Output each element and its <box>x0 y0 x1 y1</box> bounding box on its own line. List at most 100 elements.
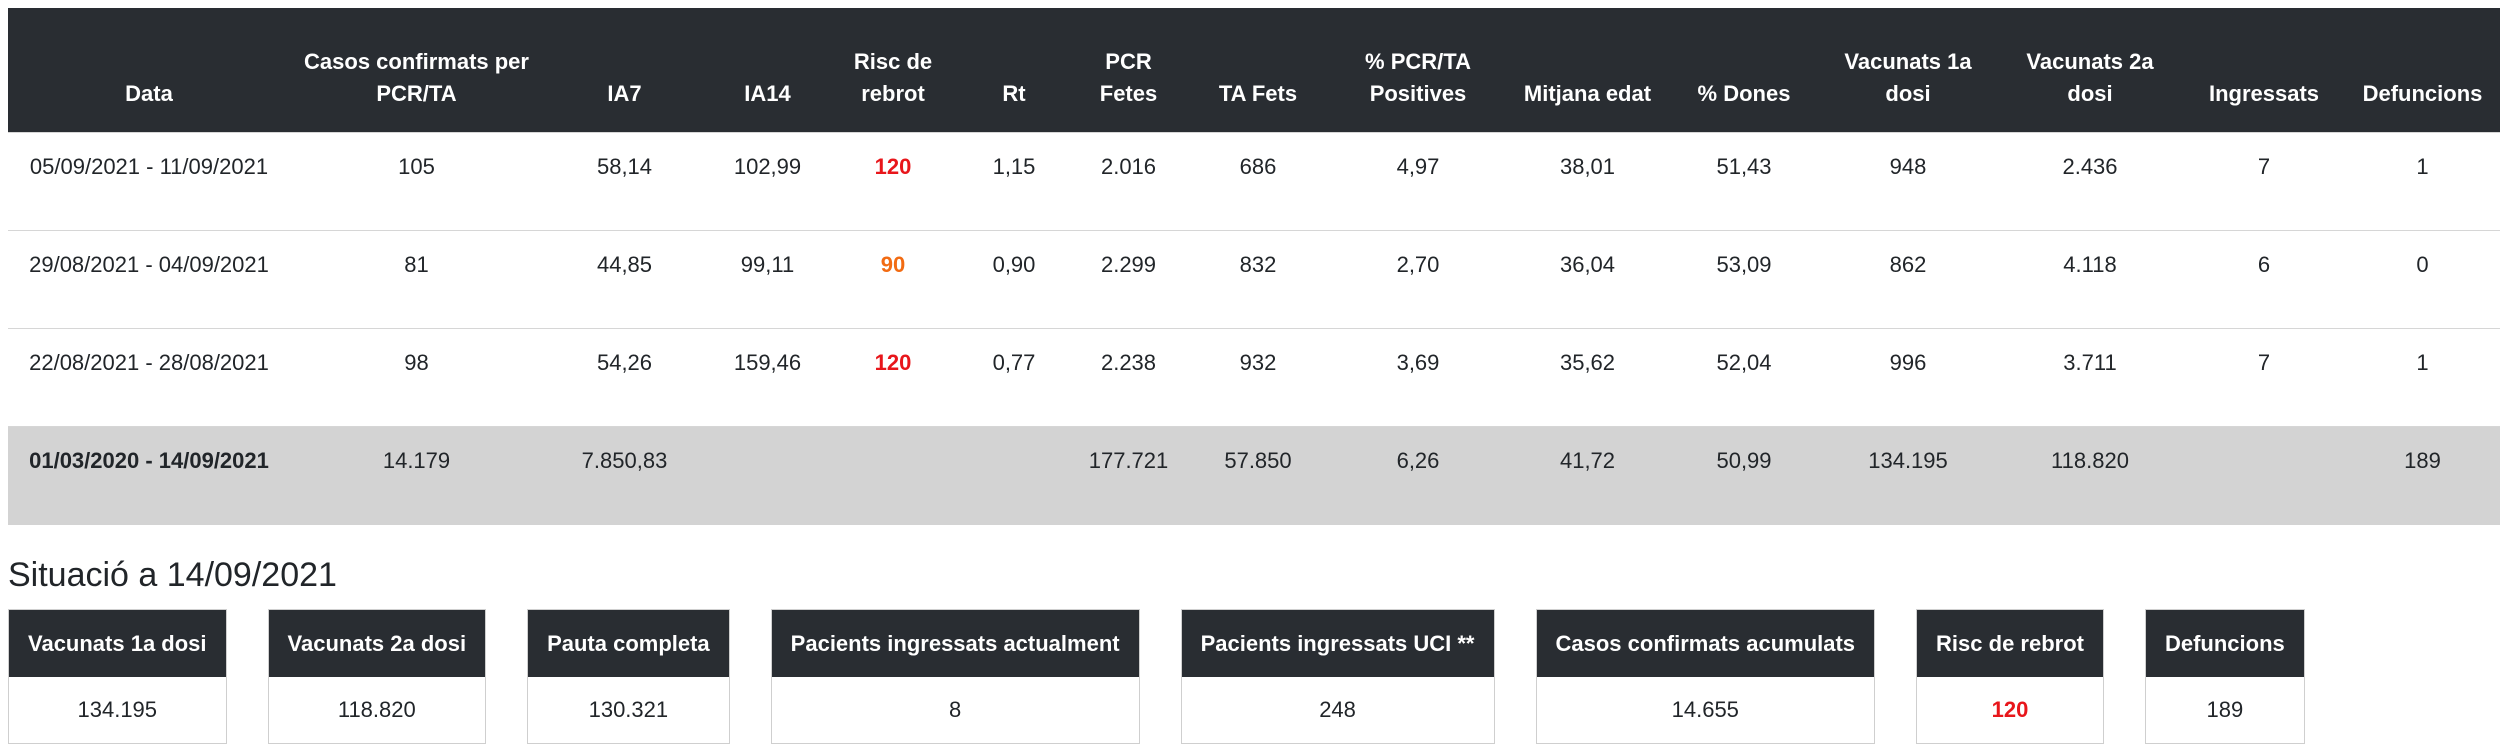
table-cell: 2.238 <box>1071 328 1186 427</box>
table-cell: 58,14 <box>543 132 706 231</box>
total-cell: 50,99 <box>1669 426 1819 525</box>
card-value: 134.195 <box>77 697 158 722</box>
table-cell: 4,97 <box>1330 132 1506 231</box>
table-cell: 22/08/2021 - 28/08/2021 <box>8 328 290 427</box>
card-label: Pacients ingressats UCI ** <box>1181 610 1494 677</box>
column-header: % Dones <box>1669 8 1819 133</box>
table-cell: 3.711 <box>1997 328 2183 427</box>
table-cell: 53,09 <box>1669 230 1819 329</box>
card-value: 14.655 <box>1671 697 1739 722</box>
table-cell: 6 <box>2183 230 2345 329</box>
column-header: Defuncions <box>2345 8 2500 133</box>
table-cell: 932 <box>1186 328 1330 427</box>
empty-cell <box>706 426 829 525</box>
column-header: % PCR/TA Positives <box>1330 8 1506 133</box>
table-cell: 54,26 <box>543 328 706 427</box>
total-cell: 14.179 <box>290 426 543 525</box>
total-row: 01/03/2020 - 14/09/2021 14.179 7.850,83 177… <box>8 426 2500 525</box>
table-cell: 686 <box>1186 132 1330 231</box>
table-cell: 51,43 <box>1669 132 1819 231</box>
table-cell: 105 <box>290 132 543 231</box>
summary-title: Situació a 14/09/2021 <box>8 556 337 594</box>
total-cell: 7.850,83 <box>543 426 706 525</box>
table-cell: 862 <box>1819 230 1997 329</box>
table-cell: 7 <box>2183 328 2345 427</box>
table-cell: 2.436 <box>1997 132 2183 231</box>
total-cell: 01/03/2020 - 14/09/2021 <box>8 426 290 525</box>
card-value: 8 <box>949 697 962 722</box>
table-cell: 159,46 <box>706 328 829 427</box>
summary-card: Defuncions 189 <box>2144 609 2305 744</box>
card-label: Defuncions <box>2145 610 2304 677</box>
total-cell: 134.195 <box>1819 426 1997 525</box>
card-label: Casos confirmats acumulats <box>1536 610 1875 677</box>
summary-card: Vacunats 2a dosi 118.820 <box>267 609 487 744</box>
table-cell: 29/08/2021 - 04/09/2021 <box>8 230 290 329</box>
column-header: Vacunats 1a dosi <box>1819 8 1997 133</box>
data-table: Data Casos confirmats per PCR/TA IA7 IA14 Ri… <box>8 8 2500 525</box>
empty-cell <box>2183 426 2345 525</box>
column-header: Risc de rebrot <box>829 8 957 133</box>
header-row: Data Casos confirmats per PCR/TA IA7 IA14 Ri… <box>8 8 2500 133</box>
table-cell: 38,01 <box>1506 132 1669 231</box>
table-row: 22/08/2021 - 28/08/2021 98 54,26 159,46 120 0… <box>8 328 2500 427</box>
empty-cell <box>829 426 957 525</box>
total-cell: 41,72 <box>1506 426 1669 525</box>
card-label: Risc de rebrot <box>1917 610 2103 677</box>
summary-card: Casos confirmats acumulats 14.655 <box>1535 609 1876 744</box>
table-row: 05/09/2021 - 11/09/2021 105 58,14 102,99 120… <box>8 132 2500 231</box>
table-cell: 2.016 <box>1071 132 1186 231</box>
total-cell: 6,26 <box>1330 426 1506 525</box>
table-cell: 102,99 <box>706 132 829 231</box>
summary-cards: Vacunats 1a dosi 134.195 Vacunats 2a dosi 1… <box>8 609 2305 744</box>
summary-card: Vacunats 1a dosi 134.195 <box>8 609 227 744</box>
column-header: Rt <box>957 8 1071 133</box>
table-cell: 1 <box>2345 132 2500 231</box>
table-head: Data Casos confirmats per PCR/TA IA7 IA14 Ri… <box>8 8 2500 133</box>
card-value: 189 <box>2206 697 2244 722</box>
table-cell: 948 <box>1819 132 1997 231</box>
card-value: 248 <box>1319 697 1356 722</box>
card-label: Vacunats 1a dosi <box>9 610 226 677</box>
table-cell: 81 <box>290 230 543 329</box>
card-label: Pauta completa <box>528 610 729 677</box>
table-cell: 44,85 <box>543 230 706 329</box>
table-body: 05/09/2021 - 11/09/2021 105 58,14 102,99 120… <box>8 132 2500 525</box>
summary-card: Pacients ingressats actualment 8 <box>770 609 1140 744</box>
card-label: Pacients ingressats actualment <box>771 610 1139 677</box>
empty-cell <box>957 426 1071 525</box>
column-header: IA14 <box>706 8 829 133</box>
table-cell: 7 <box>2183 132 2345 231</box>
column-header: Data <box>8 8 290 133</box>
table-cell: 2,70 <box>1330 230 1506 329</box>
risk-cell: 120 <box>829 132 957 231</box>
table-cell: 1,15 <box>957 132 1071 231</box>
table-cell: 98 <box>290 328 543 427</box>
column-header: Vacunats 2a dosi <box>1997 8 2183 133</box>
summary-card: Pauta completa 130.321 <box>527 609 730 744</box>
total-cell: 177.721 <box>1071 426 1186 525</box>
summary-card: Risc de rebrot 120 <box>1916 609 2104 744</box>
table-cell: 0,90 <box>957 230 1071 329</box>
column-header: IA7 <box>543 8 706 133</box>
table-cell: 1 <box>2345 328 2500 427</box>
column-header: PCR Fetes <box>1071 8 1186 133</box>
card-value: 120 <box>1991 697 2029 722</box>
table-cell: 832 <box>1186 230 1330 329</box>
table-cell: 99,11 <box>706 230 829 329</box>
card-label: Vacunats 2a dosi <box>268 610 486 677</box>
table-cell: 2.299 <box>1071 230 1186 329</box>
table-cell: 35,62 <box>1506 328 1669 427</box>
risk-cell: 120 <box>829 328 957 427</box>
total-cell: 57.850 <box>1186 426 1330 525</box>
column-header: Mitjana edat <box>1506 8 1669 133</box>
table-row: 29/08/2021 - 04/09/2021 81 44,85 99,11 90 0,9… <box>8 230 2500 329</box>
table-cell: 05/09/2021 - 11/09/2021 <box>8 132 290 231</box>
table-cell: 52,04 <box>1669 328 1819 427</box>
summary-card: Pacients ingressats UCI ** 248 <box>1180 609 1495 744</box>
column-header: Casos confirmats per PCR/TA <box>290 8 543 133</box>
total-cell: 118.820 <box>1997 426 2183 525</box>
table-cell: 996 <box>1819 328 1997 427</box>
table-cell: 3,69 <box>1330 328 1506 427</box>
